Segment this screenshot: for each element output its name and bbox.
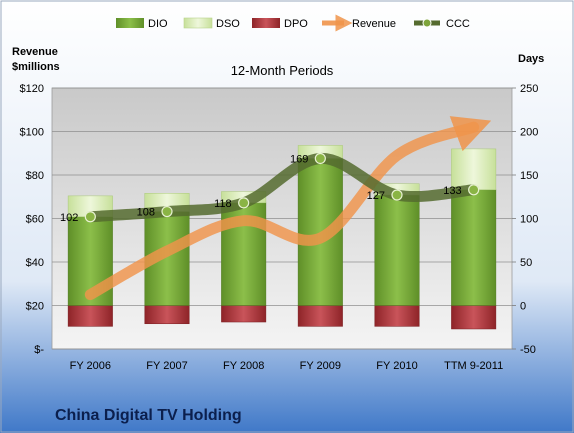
legend-swatch-dso (183, 17, 213, 29)
x-tick-label: FY 2007 (146, 360, 187, 372)
ccc-data-label: 169 (290, 153, 308, 165)
bar-dpo (374, 305, 420, 327)
legend-label-dso: DSO (216, 18, 240, 30)
legend-label-ccc: CCC (446, 18, 470, 30)
left-tick-label: $40 (26, 257, 44, 269)
ccc-data-label: 108 (137, 207, 155, 219)
bar-dpo (297, 305, 343, 327)
line-series: 102 108 118 169 127 133 (60, 116, 492, 301)
left-tick-label: $80 (26, 170, 44, 182)
x-tick-label: TTM 9-2011 (444, 360, 503, 372)
revenue-line (84, 116, 492, 301)
right-axis-title: Days (518, 53, 544, 65)
left-tick-label: $60 (26, 214, 44, 226)
bar-dio (374, 194, 420, 306)
x-tick-label: FY 2008 (223, 360, 264, 372)
ccc-point (314, 152, 326, 165)
x-tick-label: FY 2009 (300, 360, 341, 372)
x-tick-label: FY 2006 (70, 360, 111, 372)
chart-subtitle: 12-Month Periods (231, 63, 334, 78)
left-axis-ticks: $- $20 $40 $60 $80 $100 $120 (20, 83, 45, 356)
legend-label-dio: DIO (148, 18, 168, 30)
ccc-data-label: 118 (214, 198, 232, 210)
legend-swatch-dio (116, 18, 144, 28)
left-axis-title-line2: $millions (12, 61, 60, 73)
right-tick-label: 150 (520, 170, 538, 182)
ccc-data-label: 102 (60, 212, 78, 224)
ccc-point (84, 211, 96, 223)
bar-dio (451, 189, 497, 306)
right-tick-label: 200 (520, 127, 538, 139)
ccc-data-label: 133 (443, 185, 461, 197)
bar-dpo (451, 305, 497, 330)
ccc-point (391, 189, 403, 201)
bar-dpo (144, 305, 190, 325)
bar-dpo (67, 305, 113, 327)
legend-swatch-ccc-marker (422, 18, 432, 28)
left-tick-label: $- (34, 344, 44, 356)
ccc-point (468, 184, 480, 196)
right-tick-label: 0 (520, 301, 526, 313)
legend-label-revenue: Revenue (352, 18, 396, 30)
bar-dpo (221, 305, 267, 323)
right-tick-label: 100 (520, 214, 538, 226)
left-tick-label: $120 (20, 83, 44, 95)
bar-dso (451, 148, 497, 191)
x-tick-label: FY 2010 (376, 360, 417, 372)
ccc-point (161, 205, 173, 218)
left-tick-label: $100 (20, 127, 44, 139)
ccc-data-label: 127 (367, 190, 385, 202)
left-tick-label: $20 (26, 301, 44, 313)
ccc-point (238, 197, 250, 209)
company-title: China Digital TV Holding (55, 407, 242, 424)
right-tick-label: 50 (520, 257, 532, 269)
x-axis-ticks: FY 2006 FY 2007 FY 2008 FY 2009 FY 2010 TTM 9… (70, 360, 504, 372)
legend: DIO DSO DPO Revenue CCC (116, 14, 470, 32)
right-tick-label: -50 (520, 344, 536, 356)
legend-label-dpo: DPO (284, 18, 308, 30)
right-axis-ticks: -50 0 50 100 150 200 250 (512, 83, 538, 356)
right-tick-label: 250 (520, 83, 538, 95)
legend-swatch-dpo (252, 18, 280, 28)
left-axis-title-line1: Revenue (12, 46, 58, 58)
